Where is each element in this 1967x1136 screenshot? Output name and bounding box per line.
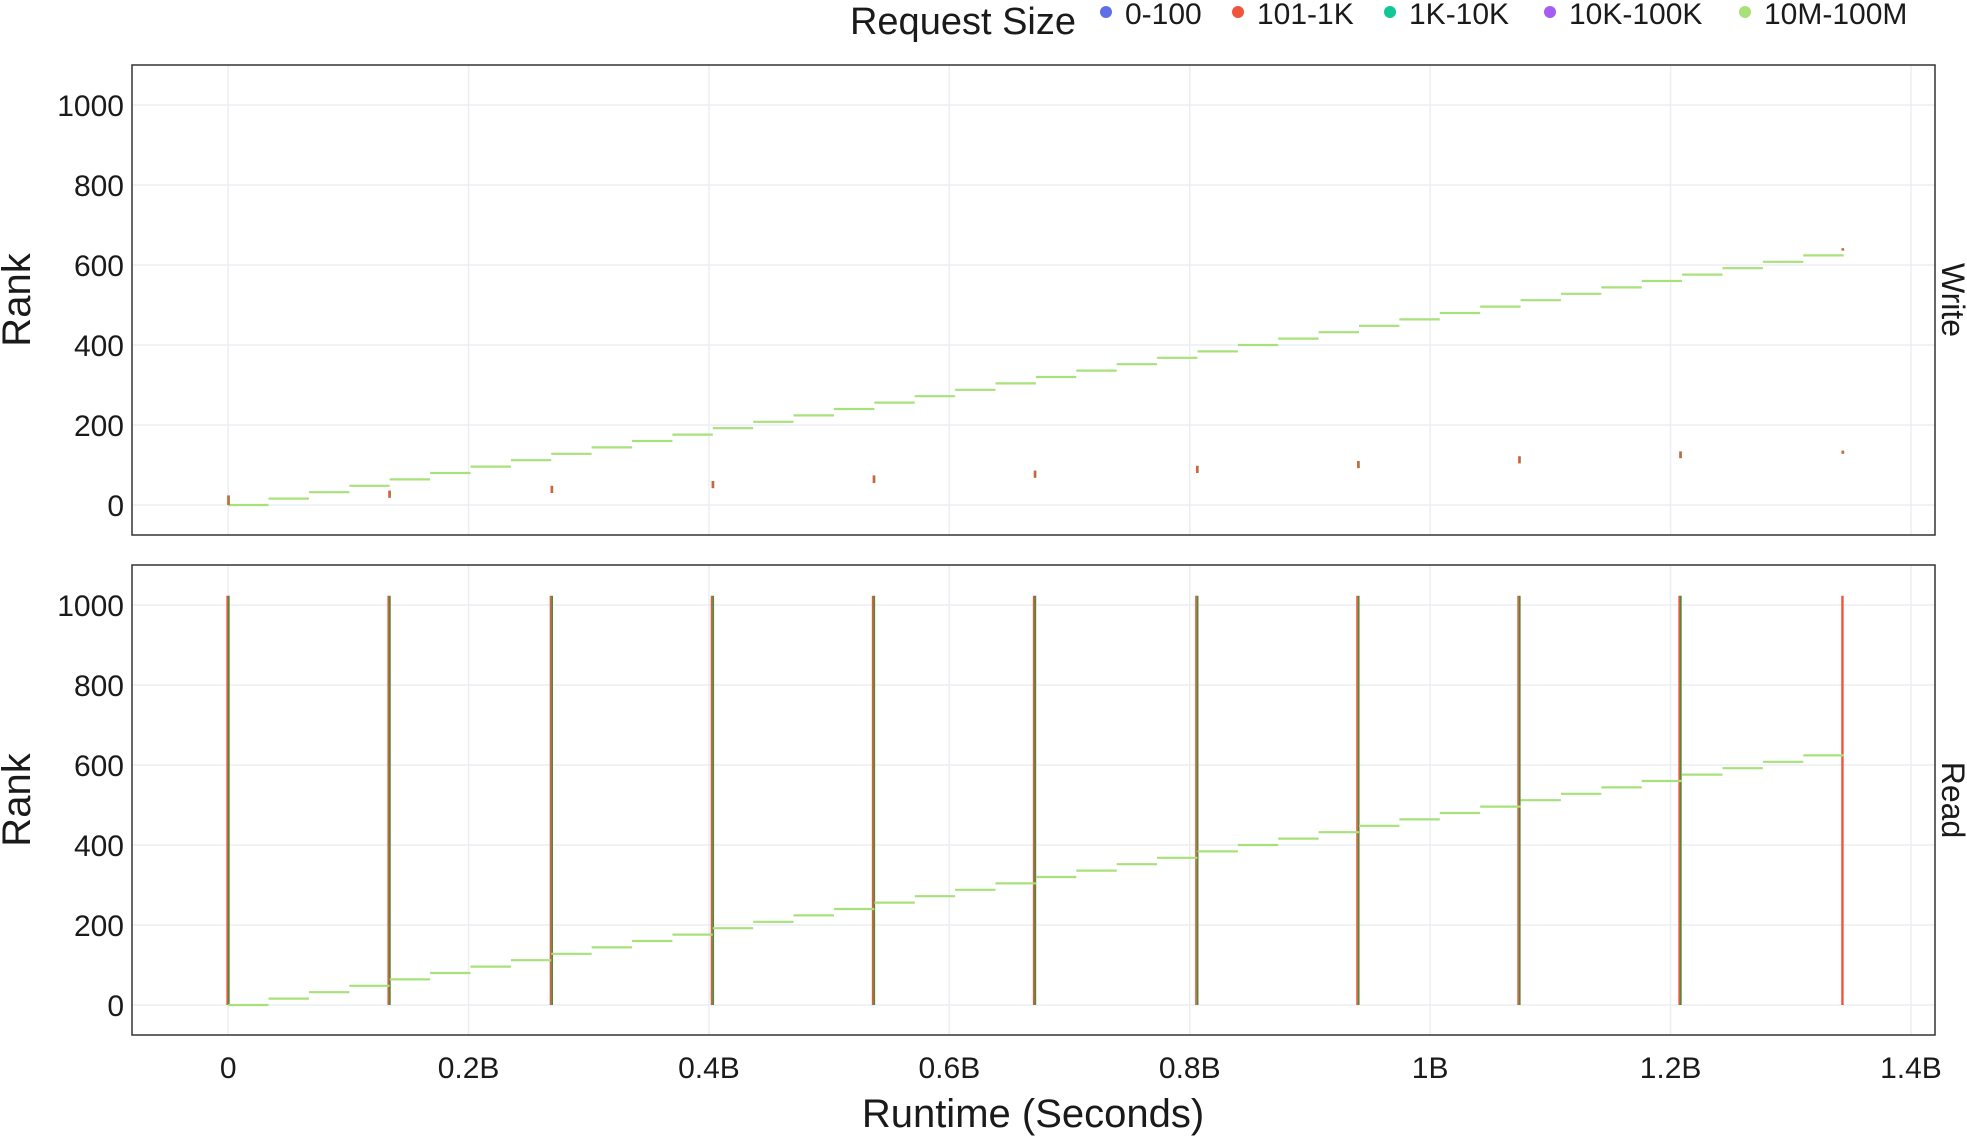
strip-label: Write	[1935, 263, 1967, 337]
y-tick-label: 800	[74, 670, 124, 703]
y-tick-label: 1000	[57, 590, 124, 623]
y-tick-label: 400	[74, 330, 124, 363]
y-tick-label: 400	[74, 830, 124, 863]
panel-border	[131, 564, 1936, 1036]
legend: Request Size 0-100 101-1K 1K-10K 10K-100K 10…	[850, 0, 1907, 43]
x-tick-label: 0	[220, 1052, 237, 1085]
x-tick-label: 0.2B	[438, 1052, 500, 1085]
legend-label: 10K-100K	[1569, 0, 1702, 31]
panel-read: 0 200 400 600 800 1000 Rank Read	[0, 564, 1967, 1036]
legend-item: 1K-10K	[1384, 0, 1509, 31]
x-tick-label: 1.2B	[1640, 1052, 1702, 1085]
legend-title: Request Size	[850, 1, 1076, 43]
legend-swatch	[1739, 6, 1751, 18]
data-marks	[227, 248, 1845, 507]
gridlines	[132, 65, 1935, 535]
y-axis-title: Rank	[0, 252, 39, 346]
legend-swatch	[1232, 6, 1244, 18]
legend-swatch	[1544, 6, 1556, 18]
y-tick-label: 200	[74, 410, 124, 443]
x-tick-label: 0.8B	[1159, 1052, 1221, 1085]
legend-item: 10M-100M	[1739, 0, 1907, 31]
y-tick-label: 600	[74, 750, 124, 783]
legend-label: 10M-100M	[1764, 0, 1907, 31]
y-tick-label: 0	[107, 990, 124, 1023]
legend-label: 101-1K	[1257, 0, 1354, 31]
data-marks	[226, 595, 1844, 1007]
y-tick-label: 200	[74, 910, 124, 943]
x-tick-label: 1B	[1412, 1052, 1449, 1085]
x-axis-title: Runtime (Seconds)	[862, 1092, 1204, 1136]
x-axis: 0 0.2B 0.4B 0.6B 0.8B 1B 1.2B 1.4B	[220, 1052, 1942, 1085]
x-tick-label: 1.4B	[1880, 1052, 1942, 1085]
y-tick-label: 800	[74, 170, 124, 203]
legend-item: 10K-100K	[1544, 0, 1702, 31]
legend-swatch	[1100, 6, 1112, 18]
legend-label: 1K-10K	[1409, 0, 1509, 31]
panel-write: 0 200 400 600 800 1000 Rank Write	[0, 64, 1967, 536]
x-tick-label: 0.6B	[919, 1052, 981, 1085]
legend-swatch	[1384, 6, 1396, 18]
x-tick-label: 0.4B	[678, 1052, 740, 1085]
legend-label: 0-100	[1125, 0, 1202, 31]
y-tick-label: 0	[107, 490, 124, 523]
panel-border	[131, 64, 1936, 536]
y-axis-title: Rank	[0, 752, 39, 846]
strip-label: Read	[1935, 762, 1967, 839]
legend-item: 0-100	[1100, 0, 1202, 31]
y-tick-label: 600	[74, 250, 124, 283]
legend-item: 101-1K	[1232, 0, 1354, 31]
y-tick-label: 1000	[57, 90, 124, 123]
